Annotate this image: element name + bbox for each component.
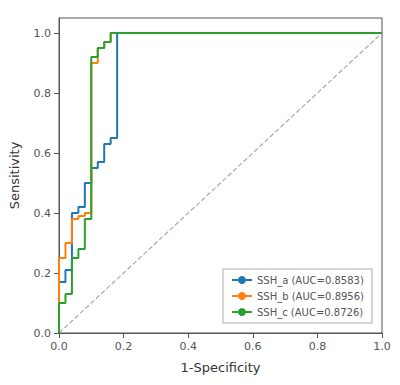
svg-text:0.2: 0.2 [115, 340, 133, 353]
svg-text:1.0: 1.0 [34, 27, 52, 40]
svg-text:0.0: 0.0 [34, 327, 52, 340]
svg-text:Sensitivity: Sensitivity [7, 141, 22, 209]
svg-text:SSH_a (AUC=0.8583): SSH_a (AUC=0.8583) [257, 275, 364, 287]
svg-text:SSH_b (AUC=0.8956): SSH_b (AUC=0.8956) [257, 291, 364, 303]
svg-text:0.6: 0.6 [244, 340, 261, 353]
svg-text:0.0: 0.0 [50, 340, 68, 353]
svg-text:0.2: 0.2 [34, 267, 52, 280]
svg-text:0.4: 0.4 [34, 207, 52, 220]
svg-text:0.4: 0.4 [179, 340, 197, 353]
svg-text:1.0: 1.0 [373, 340, 391, 353]
svg-text:1-Specificity: 1-Specificity [181, 360, 261, 375]
svg-text:0.8: 0.8 [309, 340, 327, 353]
svg-text:0.6: 0.6 [34, 147, 52, 160]
svg-text:SSH_c (AUC=0.8726): SSH_c (AUC=0.8726) [257, 307, 363, 319]
svg-text:0.8: 0.8 [34, 87, 52, 100]
